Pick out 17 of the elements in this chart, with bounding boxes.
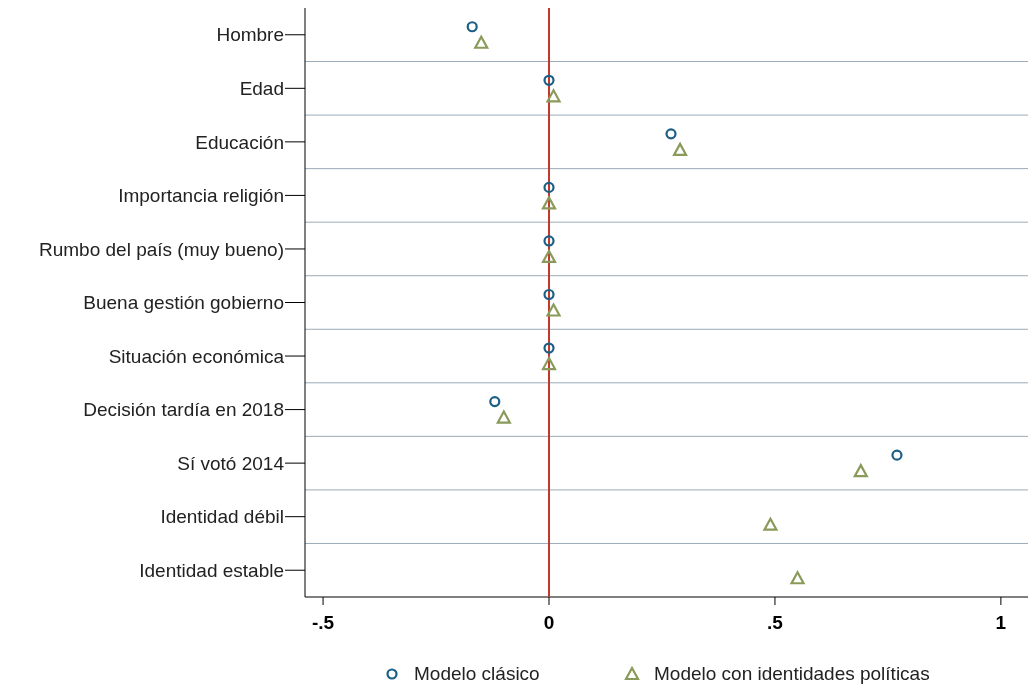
y-tick-label: Buena gestión gobierno <box>83 292 284 314</box>
y-tick-label: Importancia religión <box>118 185 284 207</box>
y-tick-label: Educación <box>195 131 284 153</box>
y-tick-label: Edad <box>239 77 284 99</box>
legend-label: Modelo con identidades políticas <box>654 663 930 684</box>
y-tick-label: Situación económica <box>108 345 285 367</box>
y-tick-label: Sí votó 2014 <box>177 452 285 474</box>
x-tick-label: 1 <box>995 612 1007 633</box>
y-tick-label: Hombre <box>216 24 284 46</box>
y-tick-label: Identidad estable <box>139 559 284 581</box>
y-tick-label: Identidad débil <box>160 506 284 528</box>
x-tick-label: 0 <box>543 612 555 633</box>
y-tick-label: Decisión tardía en 2018 <box>83 399 284 421</box>
legend-label: Modelo clásico <box>414 663 540 684</box>
x-tick-label: .5 <box>767 612 784 633</box>
y-tick-label: Rumbo del país (muy bueno) <box>38 238 284 260</box>
x-tick-label: -.5 <box>311 612 335 633</box>
